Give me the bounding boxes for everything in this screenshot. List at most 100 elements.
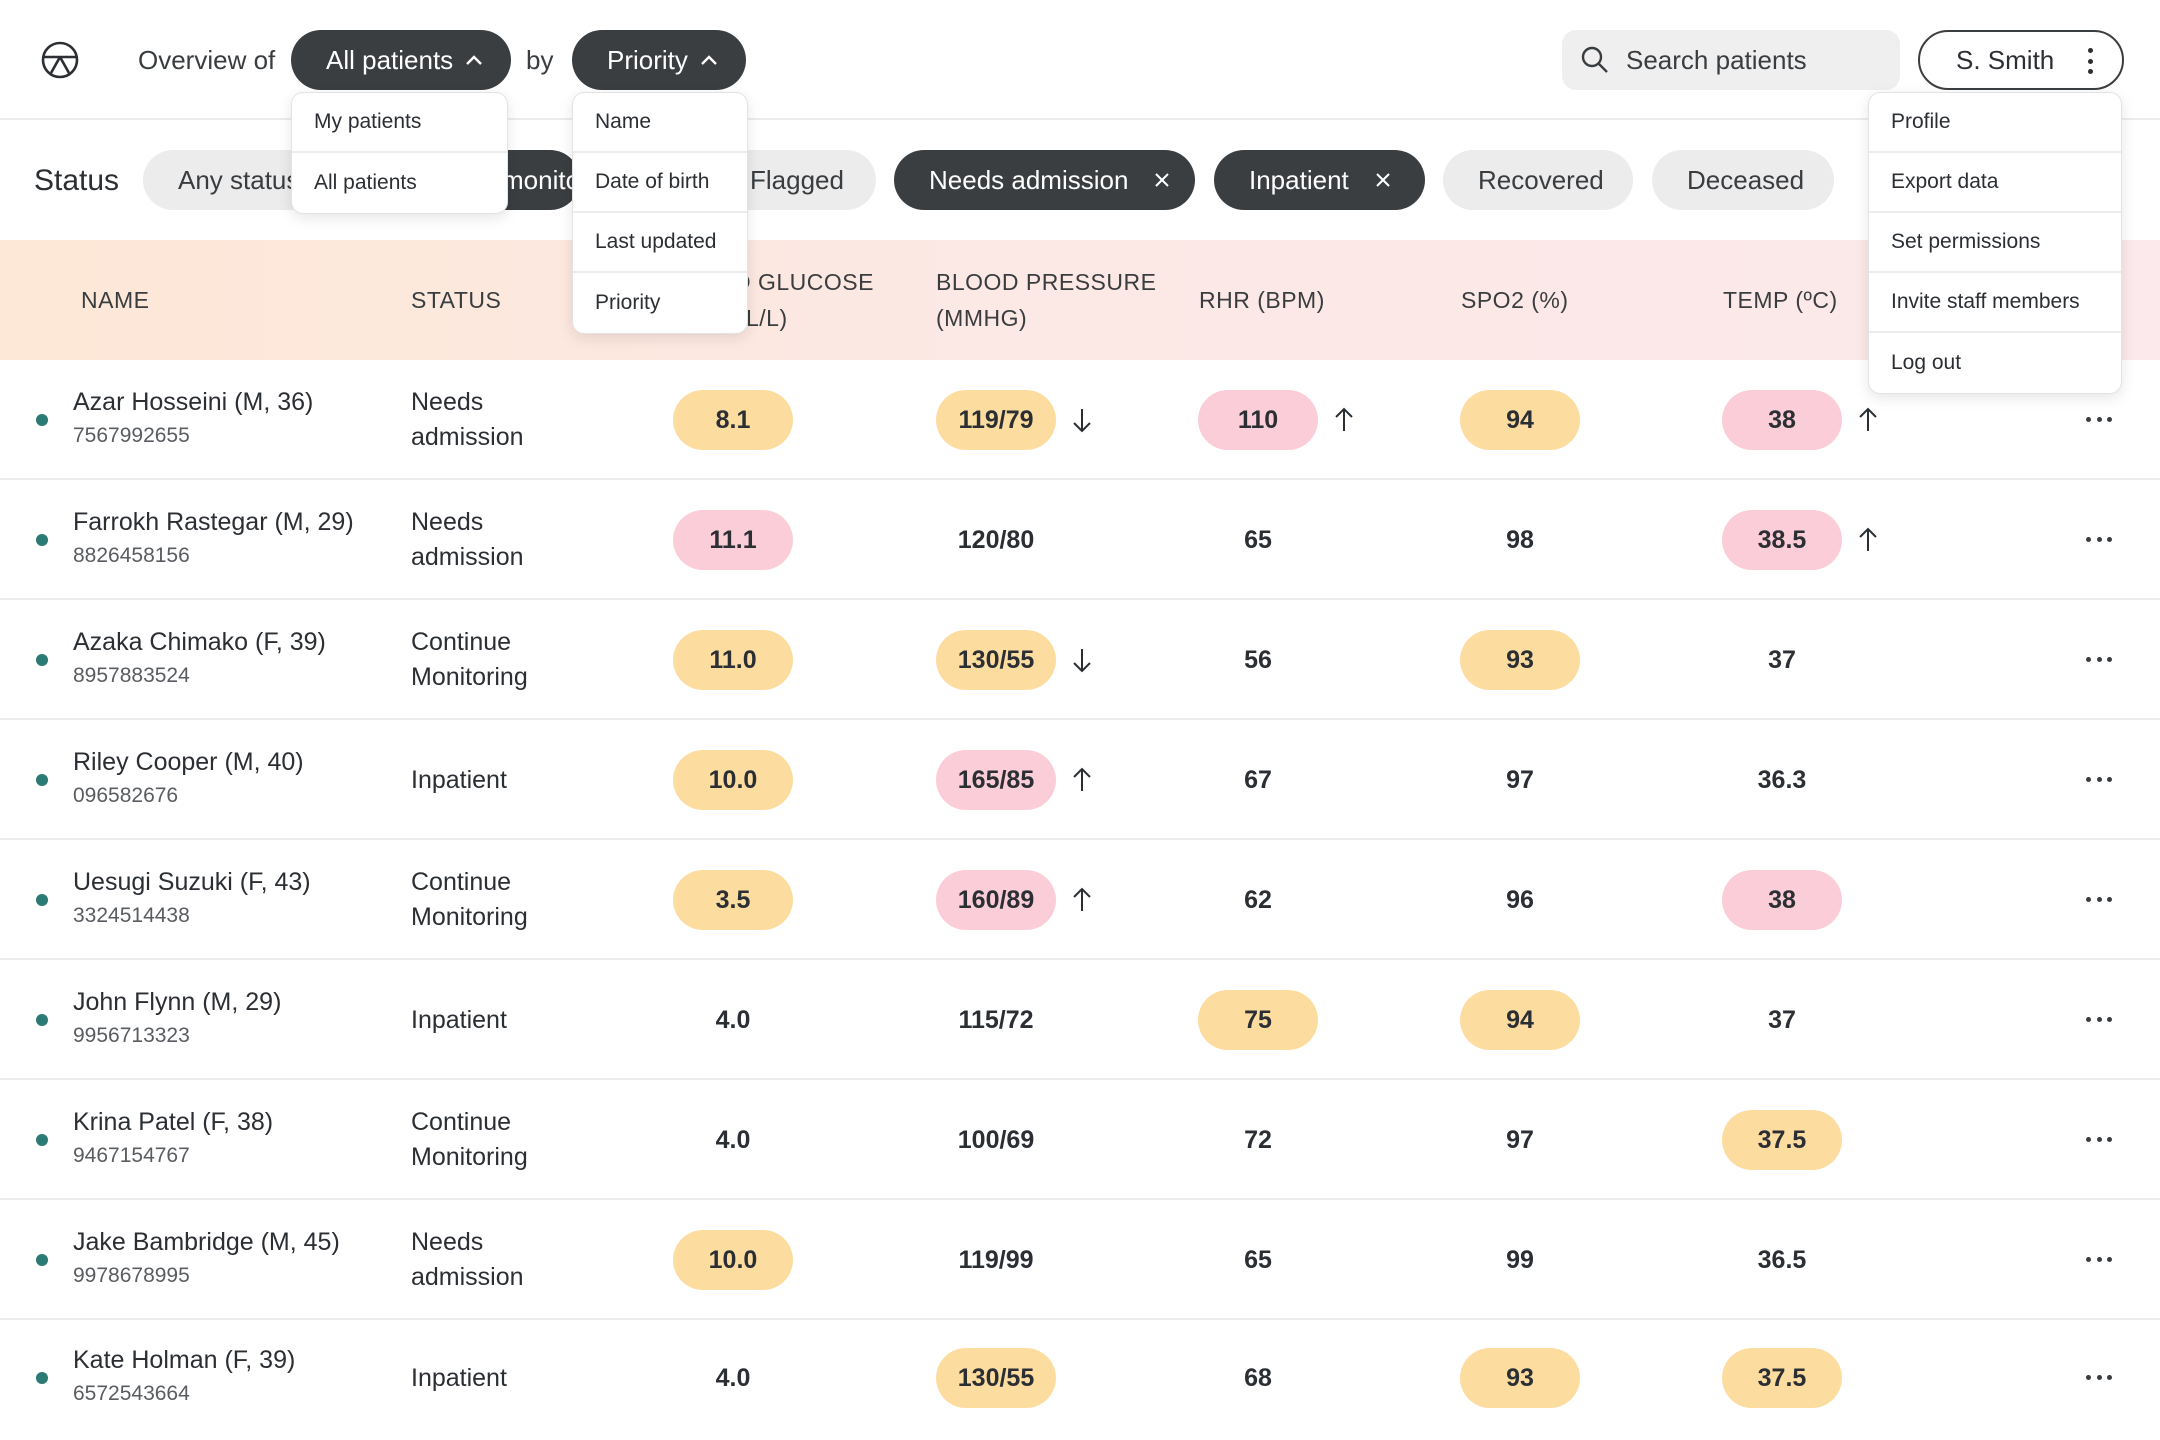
more-options-icon[interactable]: [2086, 537, 2112, 543]
column-status[interactable]: STATUS: [411, 287, 502, 313]
table-row[interactable]: Riley Cooper (M, 40) 096582676 Inpatient 10…: [0, 720, 2160, 840]
close-icon[interactable]: [1375, 172, 1391, 188]
search-input[interactable]: [1626, 44, 1886, 76]
table-row[interactable]: Jake Bambridge (M, 45) 9978678995 Needs a…: [0, 1200, 2160, 1320]
trend-up-icon: [1070, 766, 1094, 794]
table-row[interactable]: John Flynn (M, 29) 9956713323 Inpatient 4.0…: [0, 960, 2160, 1080]
column-glucose[interactable]: D GLUCOSE: [734, 269, 874, 295]
table-row[interactable]: Kate Holman (F, 39) 6572543664 Inpatient 4.…: [0, 1320, 2160, 1440]
temp-cell: 36.5: [1757, 1245, 1807, 1274]
more-options-icon[interactable]: [2086, 777, 2112, 783]
patient-name[interactable]: Jake Bambridge (M, 45): [73, 1228, 340, 1256]
temp-cell: 36.3: [1757, 765, 1807, 794]
spo2-cell: 94: [1460, 390, 1580, 450]
spo2-cell: 94: [1460, 990, 1580, 1050]
patient-id: 9956713323: [73, 1024, 190, 1047]
glucose-cell: 10.0: [673, 750, 793, 810]
patient-scope-menu: My patients All patients: [291, 92, 508, 214]
chip-needs-admission[interactable]: Needs admission: [894, 150, 1195, 210]
rhr-cell: 62: [1244, 885, 1272, 914]
user-menu-button[interactable]: S. Smith: [1918, 30, 2124, 90]
rhr-cell: 67: [1244, 765, 1272, 794]
chip-label: Recovered: [1478, 164, 1604, 195]
patient-name[interactable]: Riley Cooper (M, 40): [73, 748, 304, 776]
column-blood-pressure-unit: (MMHG): [936, 305, 1028, 331]
search-icon: [1581, 46, 1608, 73]
status-line: Monitoring: [411, 903, 528, 931]
status-line: Monitoring: [411, 663, 528, 691]
chip-inpatient[interactable]: Inpatient: [1214, 150, 1425, 210]
patient-name[interactable]: Azaka Chimako (F, 39): [73, 628, 326, 656]
table-row[interactable]: Azar Hosseini (M, 36) 7567992655 Needs ad…: [0, 360, 2160, 480]
more-options-icon[interactable]: [2086, 1017, 2112, 1023]
menu-item-invite-staff[interactable]: Invite staff members: [1869, 273, 2121, 333]
column-name[interactable]: NAME: [81, 287, 150, 313]
trend-up-icon: [1332, 406, 1356, 434]
column-temp[interactable]: TEMP (ºC): [1723, 287, 1838, 313]
spo2-cell: 93: [1460, 1348, 1580, 1408]
status-line: Needs: [411, 1228, 484, 1256]
glucose-cell: 11.1: [673, 510, 793, 570]
chip-deceased[interactable]: Deceased: [1652, 150, 1834, 210]
menu-item-profile[interactable]: Profile: [1869, 93, 2121, 153]
patient-status: Continue Monitoring: [411, 865, 611, 935]
menu-item-name[interactable]: Name: [573, 93, 747, 153]
patient-name[interactable]: Krina Patel (F, 38): [73, 1108, 274, 1136]
menu-item-my-patients[interactable]: My patients: [292, 93, 507, 153]
trend-up-icon: [1856, 526, 1880, 554]
patient-name[interactable]: Kate Holman (F, 39): [73, 1346, 296, 1374]
status-dot: [36, 1254, 48, 1266]
column-glucose-unit: L/L): [746, 305, 788, 331]
table-row[interactable]: Farrokh Rastegar (M, 29) 8826458156 Needs…: [0, 480, 2160, 600]
chip-recovered[interactable]: Recovered: [1443, 150, 1633, 210]
status-line: admission: [411, 423, 524, 451]
menu-item-last-updated[interactable]: Last updated: [573, 213, 747, 273]
menu-item-priority[interactable]: Priority: [595, 291, 661, 314]
column-blood-pressure[interactable]: BLOOD PRESSURE: [936, 269, 1157, 295]
patient-scope-dropdown[interactable]: All patients: [291, 30, 512, 90]
blood-pressure-cell: 120/80: [957, 525, 1035, 554]
chip-label: Any status: [178, 164, 300, 195]
status-dot: [36, 534, 48, 546]
more-options-icon[interactable]: [2086, 1375, 2112, 1381]
more-options-icon[interactable]: [2086, 1257, 2112, 1263]
menu-item-set-permissions[interactable]: Set permissions: [1869, 213, 2121, 273]
close-icon[interactable]: [1154, 172, 1170, 188]
more-options-icon[interactable]: [2086, 1137, 2112, 1143]
table-row[interactable]: Uesugi Suzuki (F, 43) 3324514438 Continue…: [0, 840, 2160, 960]
table-row[interactable]: Krina Patel (F, 38) 9467154767 Continue M…: [0, 1080, 2160, 1200]
blood-pressure-cell: 165/85: [936, 750, 1056, 810]
menu-item-export-data[interactable]: Export data: [1869, 153, 2121, 213]
chip-label: monito: [502, 164, 580, 195]
logo-icon[interactable]: [40, 40, 80, 80]
table-row[interactable]: Azaka Chimako (F, 39) 8957883524 Continue…: [0, 600, 2160, 720]
menu-item-log-out[interactable]: Log out: [1891, 351, 1962, 374]
menu-item-date-of-birth[interactable]: Date of birth: [573, 153, 747, 213]
glucose-cell: 8.1: [673, 390, 793, 450]
temp-cell: 37.5: [1722, 1110, 1842, 1170]
search-box[interactable]: [1562, 30, 1900, 90]
patient-name[interactable]: Uesugi Suzuki (F, 43): [73, 868, 311, 896]
patient-name[interactable]: Azar Hosseini (M, 36): [73, 388, 314, 416]
patient-name[interactable]: John Flynn (M, 29): [73, 988, 282, 1016]
user-name: S. Smith: [1956, 44, 2055, 75]
blood-pressure-cell: 160/89: [936, 870, 1056, 930]
column-spo2[interactable]: SPO2 (%): [1461, 287, 1569, 313]
more-options-icon[interactable]: [2086, 657, 2112, 663]
patient-id: 9978678995: [73, 1264, 190, 1287]
status-line: Monitoring: [411, 1143, 528, 1171]
status-dot: [36, 1134, 48, 1146]
column-rhr[interactable]: RHR (BPM): [1199, 287, 1325, 313]
patient-name[interactable]: Farrokh Rastegar (M, 29): [73, 508, 354, 536]
sort-dropdown[interactable]: Priority: [572, 30, 746, 90]
more-options-icon[interactable]: [2086, 897, 2112, 903]
spo2-cell: 99: [1506, 1245, 1534, 1274]
menu-item-all-patients[interactable]: All patients: [314, 171, 417, 194]
spo2-cell: 93: [1460, 630, 1580, 690]
patient-status: Needs admission: [411, 1225, 611, 1295]
status-dot: [36, 774, 48, 786]
more-options-icon[interactable]: [2086, 417, 2112, 423]
patient-id: 096582676: [73, 784, 179, 807]
blood-pressure-cell: 119/79: [936, 390, 1056, 450]
temp-cell: 37.5: [1722, 1348, 1842, 1408]
